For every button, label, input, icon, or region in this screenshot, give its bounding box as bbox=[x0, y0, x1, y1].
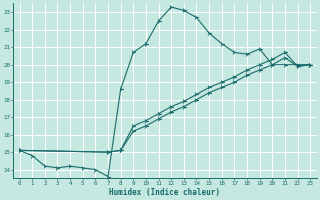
X-axis label: Humidex (Indice chaleur): Humidex (Indice chaleur) bbox=[109, 188, 220, 197]
